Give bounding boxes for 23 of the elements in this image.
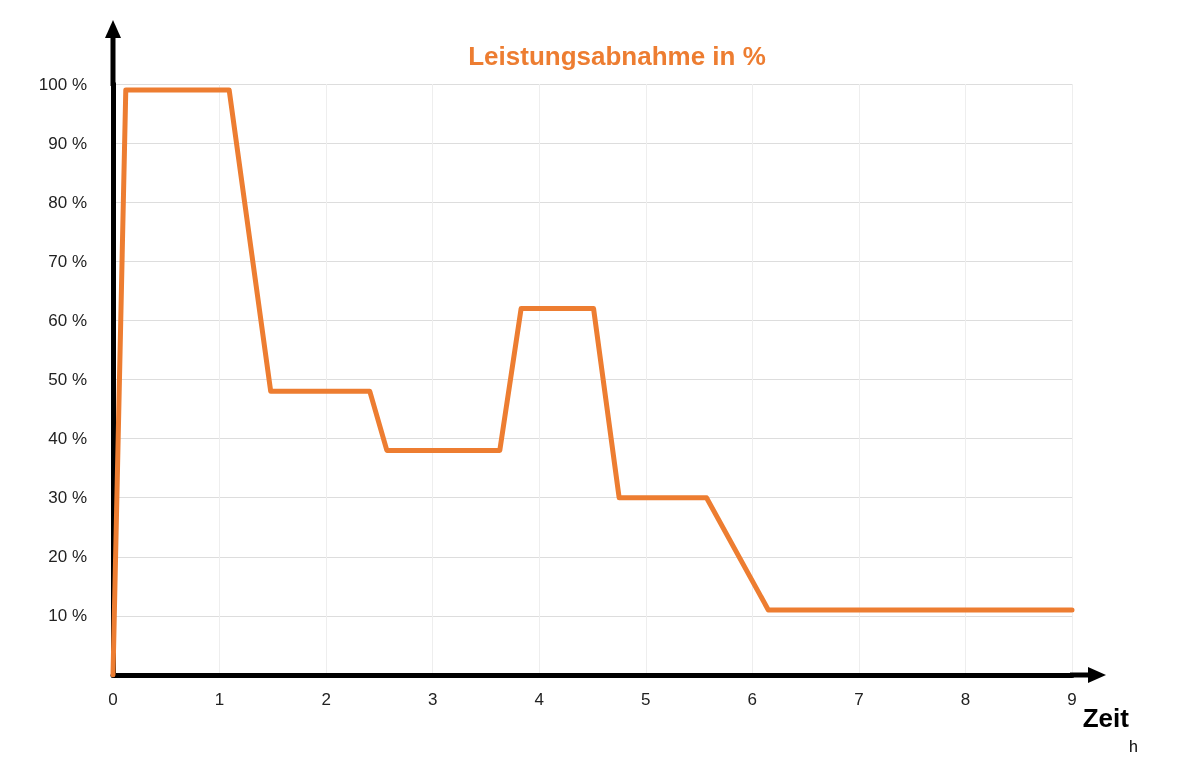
y-tick-label: 40 % xyxy=(48,429,87,449)
x-tick-label: 8 xyxy=(960,690,971,709)
x-tick-label: 4 xyxy=(534,690,544,709)
x-axis-title: Zeit xyxy=(1082,703,1130,733)
y-tick-label: 50 % xyxy=(48,370,87,389)
y-tick-label: 30 % xyxy=(48,488,87,508)
text: h xyxy=(1129,737,1139,755)
x-tick-label: 7 xyxy=(854,690,864,709)
y-tick-label: 70 % xyxy=(48,251,87,271)
y-tick-label: 90 % xyxy=(48,133,87,153)
y-tick-label: 10 % xyxy=(48,606,87,626)
chart-title: Leistungsabnahme in % xyxy=(468,41,766,71)
x-tick-label: 9 xyxy=(1067,690,1077,709)
x-tick-label: 6 xyxy=(747,690,758,709)
y-tick-label: 60 % xyxy=(48,310,87,330)
x-tick-label: 5 xyxy=(641,690,651,709)
y-tick-label: 80 % xyxy=(48,192,87,212)
x-tick-label: 3 xyxy=(427,690,438,709)
x-tick-label: 2 xyxy=(321,690,331,709)
x-tick-label: 0 xyxy=(108,690,118,709)
y-tick-label: 100 % xyxy=(38,74,87,94)
x-tick-label: 1 xyxy=(214,690,225,709)
y-tick-label: 20 % xyxy=(48,547,87,567)
